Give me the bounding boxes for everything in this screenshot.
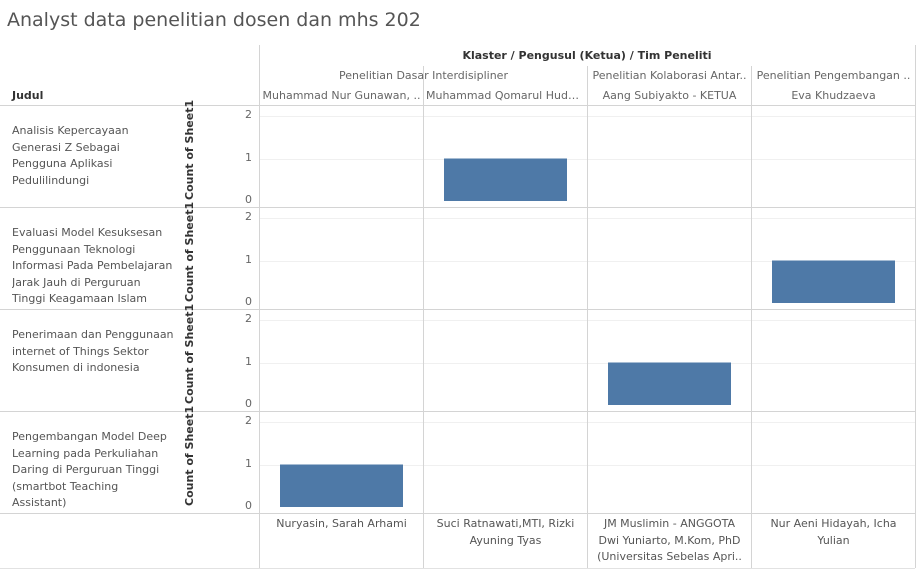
bar[interactable] — [444, 158, 567, 202]
bar[interactable] — [280, 464, 403, 508]
judul-label: Evaluasi Model Kesuksesan Penggunaan Tek… — [12, 226, 173, 305]
klaster-header: Penelitian Kolaborasi Antar.. — [592, 69, 747, 82]
bar[interactable] — [772, 260, 895, 304]
y-tick-label: 2 — [245, 312, 252, 325]
tim-peneliti-label: Nuryasin, Sarah Arhami — [276, 517, 407, 530]
y-axis-title: Count of Sheet1 — [183, 99, 196, 200]
y-tick-label: 0 — [245, 397, 252, 410]
klaster-header: Penelitian Dasar Interdisipliner — [339, 69, 508, 82]
y-axis-title: Count of Sheet1 — [183, 303, 196, 404]
y-tick-label: 0 — [245, 295, 252, 308]
y-tick-label: 2 — [245, 414, 252, 427]
y-tick-label: 1 — [245, 354, 252, 368]
judul-label: Analisis Kepercayaan Generasi Z Sebagai … — [12, 124, 129, 187]
row-header-title: Judul — [12, 89, 44, 102]
pengusul-header: Muhammad Nur Gunawan, .. — [262, 89, 421, 102]
klaster-header: Penelitian Pengembangan .. — [756, 69, 911, 82]
pengusul-header: Aang Subiyakto - KETUA — [602, 89, 737, 102]
y-tick-label: 2 — [245, 210, 252, 223]
judul-label: Pengembangan Model Deep Learning pada Pe… — [12, 430, 167, 509]
pengusul-header: Muhammad Qomarul Huda,.. — [426, 89, 585, 102]
y-axis-title: Count of Sheet1 — [183, 201, 196, 302]
judul-label: Penerimaan dan Penggunaan internet of Th… — [12, 328, 174, 374]
y-tick-label: 1 — [245, 252, 252, 266]
column-header-title: Klaster / Pengusul (Ketua) / Tim Penelit… — [462, 49, 712, 62]
y-tick-label: 0 — [245, 499, 252, 512]
y-axis-title: Count of Sheet1 — [183, 405, 196, 506]
tim-peneliti-label: JM Muslimin - ANGGOTA Dwi Yuniarto, M.Ko… — [597, 517, 742, 563]
tim-peneliti-label: Suci Ratnawati,MTI, Rizki Ayuning Tyas — [436, 517, 575, 547]
page-title: Analyst data penelitian dosen dan mhs 20… — [7, 9, 421, 31]
bar[interactable] — [608, 362, 731, 406]
pengusul-header: Eva Khudzaeva — [791, 89, 876, 102]
y-tick-label: 0 — [245, 193, 252, 206]
tim-peneliti-label: Nur Aeni Hidayah, Icha Yulian — [770, 517, 897, 547]
y-tick-label: 1 — [245, 150, 252, 164]
y-tick-label: 1 — [245, 456, 252, 470]
y-tick-label: 2 — [245, 108, 252, 121]
